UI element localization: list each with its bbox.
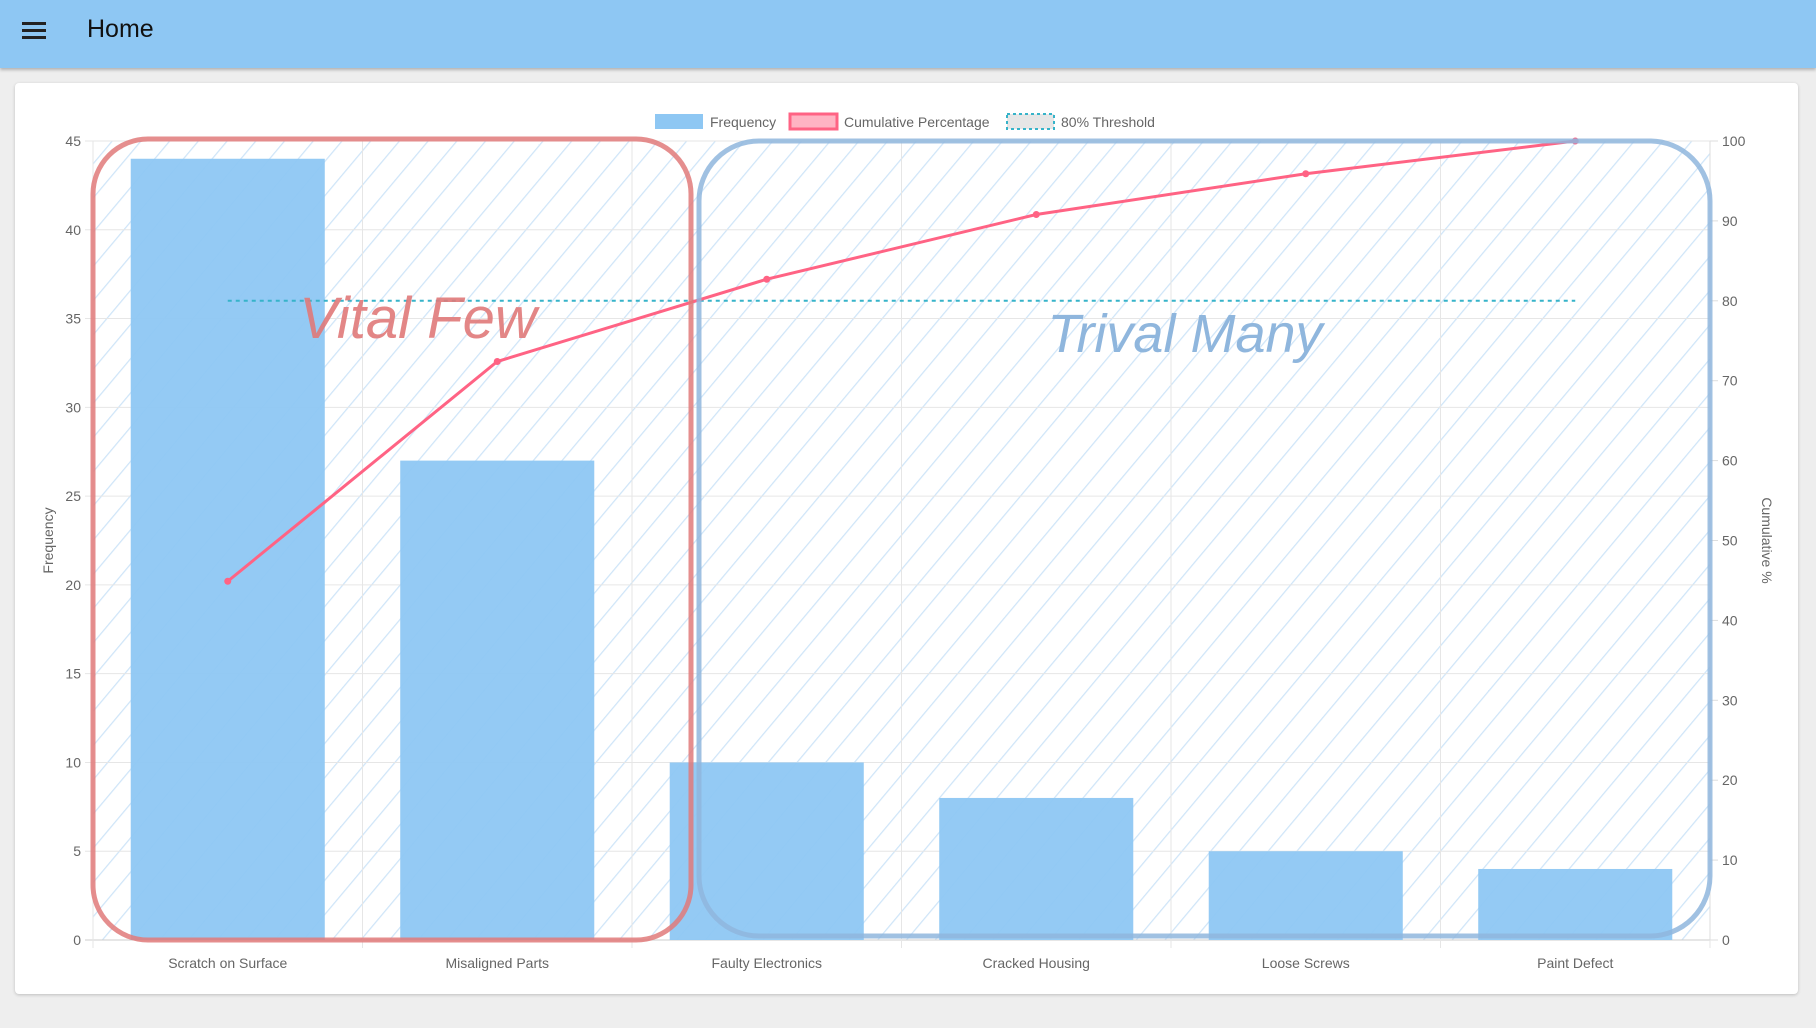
legend-swatch-threshold: [1006, 113, 1055, 130]
trivial-many-label: Trival Many: [1047, 304, 1325, 364]
y-tick-label: 20: [65, 577, 81, 593]
legend-swatch-frequency: [655, 114, 703, 129]
y2-tick-label: 50: [1722, 533, 1738, 549]
hamburger-menu-icon[interactable]: [22, 22, 46, 42]
cumulative-point-2: [763, 275, 771, 283]
y-axis-title: Frequency: [40, 507, 56, 573]
x-tick-label: Loose Screws: [1262, 955, 1350, 971]
cumulative-line: [226, 139, 1576, 583]
y-tick-label: 15: [65, 666, 81, 682]
y2-tick-label: 100: [1722, 133, 1746, 149]
bar-5: [1478, 868, 1673, 940]
y2-tick-label: 10: [1722, 852, 1738, 868]
y2-tick-label: 20: [1722, 772, 1738, 788]
cumulative-point-4: [1302, 170, 1310, 178]
bar-0: [130, 158, 325, 940]
legend-swatch-cumulative: [788, 112, 839, 131]
cumulative-point-0: [224, 577, 232, 585]
cumulative-point-3: [1032, 211, 1040, 219]
bar-2: [669, 762, 864, 940]
x-tick-label: Cracked Housing: [983, 955, 1090, 971]
bar-4: [1208, 851, 1403, 940]
y-tick-label: 5: [73, 843, 81, 859]
x-tick-label: Misaligned Parts: [446, 955, 550, 971]
x-tick-label: Scratch on Surface: [168, 955, 287, 971]
y2-tick-label: 90: [1722, 213, 1738, 229]
y-tick-label: 40: [65, 222, 81, 238]
legend-label: 80% Threshold: [1061, 114, 1155, 130]
y-tick-label: 0: [73, 932, 81, 948]
x-tick-label: Paint Defect: [1537, 955, 1613, 971]
app-bar: Home: [0, 0, 1816, 68]
y2-tick-label: 0: [1722, 932, 1730, 948]
y2-tick-label: 60: [1722, 453, 1738, 469]
y-tick-label: 30: [65, 399, 81, 415]
y2-tick-label: 40: [1722, 612, 1738, 628]
legend-label: Frequency: [710, 114, 776, 130]
y-tick-label: 35: [65, 311, 81, 327]
bar-1: [400, 460, 595, 940]
cumulative-point-1: [493, 358, 501, 366]
vital-few-label: Vital Few: [299, 286, 540, 351]
bar-3: [939, 797, 1134, 940]
page-title: Home: [87, 15, 154, 43]
trivial-many-region: [696, 138, 1713, 939]
legend-label: Cumulative Percentage: [844, 114, 990, 130]
y2-axis-title: Cumulative %: [1759, 497, 1775, 583]
y2-tick-label: 30: [1722, 692, 1738, 708]
y-tick-label: 10: [65, 754, 81, 770]
y2-tick-label: 80: [1722, 293, 1738, 309]
y-tick-label: 25: [65, 488, 81, 504]
x-tick-label: Faulty Electronics: [712, 955, 822, 971]
vital-few-region: [90, 136, 694, 943]
y2-tick-label: 70: [1722, 373, 1738, 389]
y-tick-label: 45: [65, 133, 81, 149]
